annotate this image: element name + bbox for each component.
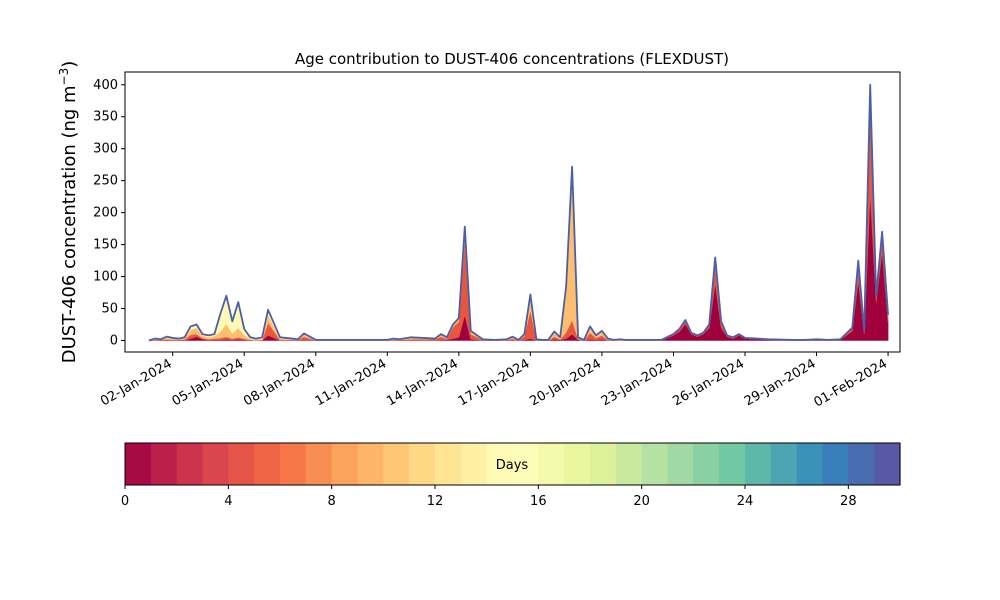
colorbar-bin <box>176 443 204 485</box>
x-tick-label: 08-Jan-2024 <box>241 356 318 409</box>
colorbar-bin <box>538 443 565 485</box>
colorbar-bin <box>667 443 694 485</box>
colorbar-tick-label: 0 <box>121 494 129 509</box>
y-tick-label: 0 <box>110 333 118 348</box>
colorbar-bin <box>460 443 488 485</box>
plot-frame <box>124 71 901 353</box>
y-axis-label-close: ) <box>59 61 80 68</box>
age-band-area-1 <box>148 97 889 341</box>
chart-title: Age contribution to DUST-406 concentrati… <box>295 50 729 68</box>
x-tick-label: 20-Jan-2024 <box>527 356 604 409</box>
x-tick-label: 23-Jan-2024 <box>599 356 676 409</box>
colorbar-bin <box>383 443 410 485</box>
age-band-area-2 <box>148 86 889 341</box>
colorbar-bin <box>331 443 359 485</box>
x-axis: 02-Jan-202405-Jan-202408-Jan-202411-Jan-… <box>98 352 890 410</box>
colorbar-bin <box>280 443 307 485</box>
colorbar-frame <box>124 442 901 486</box>
y-tick-label: 200 <box>93 206 118 221</box>
colorbar-tick-label: 12 <box>427 494 444 509</box>
colorbar-tick-label: 8 <box>328 494 336 509</box>
colorbar-bin <box>822 443 849 485</box>
colorbar-label: Days <box>496 458 529 473</box>
colorbar-bin <box>357 443 384 485</box>
colorbar-ticks: 0 4 8 12 16 20 24 28 <box>121 485 857 509</box>
x-tick-label: 11-Jan-2024 <box>313 356 390 409</box>
x-tick-label: 29-Jan-2024 <box>742 356 819 409</box>
colorbar-tick-label: 28 <box>840 494 857 509</box>
y-axis-label-text: DUST-406 concentration (ng m <box>59 85 80 363</box>
colorbar-bin <box>719 443 746 485</box>
colorbar-bin <box>125 443 152 485</box>
colorbar-bin <box>409 443 436 485</box>
y-tick-label: 250 <box>93 174 118 189</box>
y-axis-label-superscript: −3 <box>57 68 71 86</box>
colorbar-tick-label: 4 <box>224 494 232 509</box>
y-tick-label: 50 <box>101 302 118 317</box>
colorbar-tick-label: 16 <box>530 494 547 509</box>
x-tick-label: 05-Jan-2024 <box>170 356 247 409</box>
y-tick-label: 100 <box>93 270 118 285</box>
colorbar-bin <box>641 443 669 485</box>
colorbar-bin <box>848 443 875 485</box>
colorbar-bin <box>770 443 798 485</box>
y-axis-label: DUST-406 concentration (ng m−3) <box>57 61 80 364</box>
colorbar-bin <box>615 443 643 485</box>
colorbar-bin <box>202 443 229 485</box>
colorbar-bin <box>874 443 901 485</box>
colorbar-bin <box>693 443 720 485</box>
x-tick-label: 01-Feb-2024 <box>812 356 891 410</box>
plot-area <box>148 83 889 342</box>
colorbar-bin <box>512 443 539 485</box>
colorbar-bin <box>228 443 255 485</box>
colorbar-bin <box>254 443 281 485</box>
colorbar-bin <box>564 443 591 485</box>
colorbar-bin <box>305 443 333 485</box>
y-tick-label: 150 <box>93 238 118 253</box>
age-band-area-0 <box>148 193 889 341</box>
x-tick-label: 14-Jan-2024 <box>384 356 461 409</box>
x-tick-label: 17-Jan-2024 <box>456 356 533 409</box>
colorbar-bin <box>486 443 514 485</box>
colorbar-tick-label: 24 <box>737 494 754 509</box>
colorbar-bin <box>150 443 178 485</box>
y-tick-label: 350 <box>93 110 118 125</box>
x-tick-label: 02-Jan-2024 <box>98 356 175 409</box>
age-band-area-3 <box>148 84 889 341</box>
colorbar-bin <box>796 443 824 485</box>
x-tick-label: 26-Jan-2024 <box>670 356 747 409</box>
total-concentration-line <box>148 83 889 342</box>
colorbar-tick-label: 20 <box>633 494 650 509</box>
colorbar-bin <box>435 443 462 485</box>
colorbar-bin <box>590 443 617 485</box>
colorbar <box>125 443 901 485</box>
y-tick-label: 400 <box>93 78 118 93</box>
y-tick-label: 300 <box>93 142 118 157</box>
y-axis: 0 50 100 150 200 250 300 350 400 <box>93 78 125 348</box>
colorbar-bin <box>745 443 772 485</box>
